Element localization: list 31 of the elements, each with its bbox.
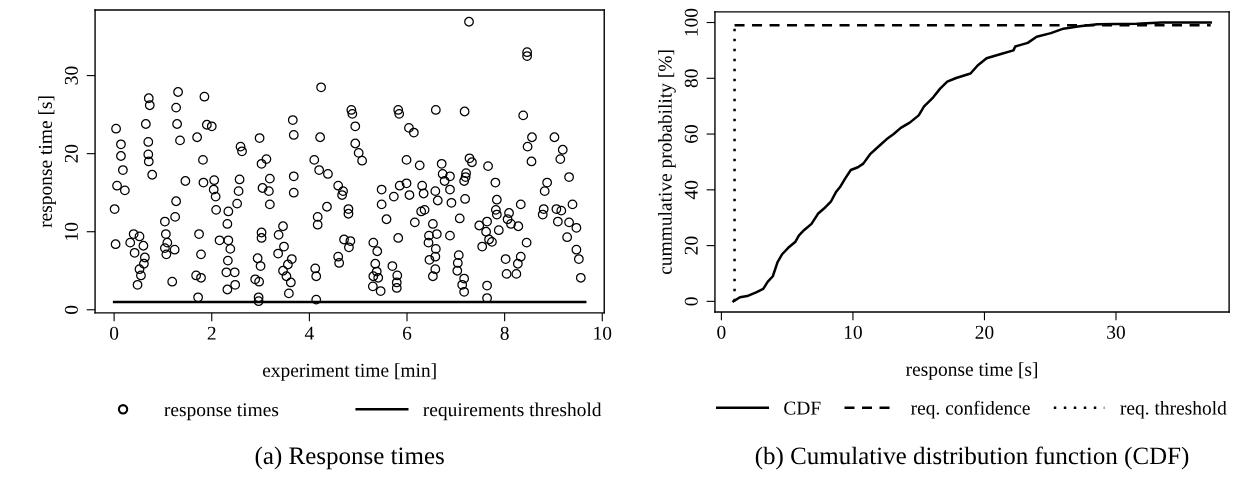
legend-label: requirements threshold: [423, 402, 602, 421]
y-tick-label: 100: [684, 8, 698, 36]
legend-label: response times: [164, 403, 279, 421]
y-tick-label: 40: [684, 180, 698, 200]
legend-label: req. threshold: [1120, 400, 1227, 419]
legend-label: req. confidence: [911, 400, 1030, 419]
y-axis-title: cummulative probability [%]: [658, 50, 676, 275]
x-tick-label: 4: [304, 326, 314, 340]
y-axis-title: response time [s]: [38, 96, 56, 228]
y-tick-label: 0: [64, 305, 78, 314]
x-tick-label: 0: [717, 325, 726, 339]
x-tick-label: 10: [844, 325, 862, 339]
x-tick-label: 30: [1107, 325, 1125, 339]
y-tick-label: 60: [684, 125, 698, 143]
x-tick-label: 0: [109, 326, 119, 340]
y-tick-label: 10: [64, 222, 78, 240]
y-tick-label: 20: [64, 144, 78, 163]
y-tick-label: 80: [684, 69, 698, 88]
text: (b) Cumulative distribution function (CDF): [755, 446, 1189, 470]
x-tick-label: 20: [975, 325, 994, 339]
x-axis-title: experiment time [min]: [262, 363, 436, 381]
x-tick-label: 6: [402, 326, 412, 340]
x-tick-label: 8: [500, 326, 509, 340]
y-tick-label: 0: [684, 297, 698, 306]
legend-label: CDF: [784, 401, 821, 415]
x-tick-label: 10: [594, 326, 612, 340]
text: (a) Response times: [255, 446, 444, 470]
x-axis-title: response time [s]: [906, 362, 1037, 380]
y-tick-label: 20: [684, 236, 698, 255]
y-tick-label: 30: [64, 66, 78, 85]
x-tick-label: 2: [207, 326, 216, 340]
